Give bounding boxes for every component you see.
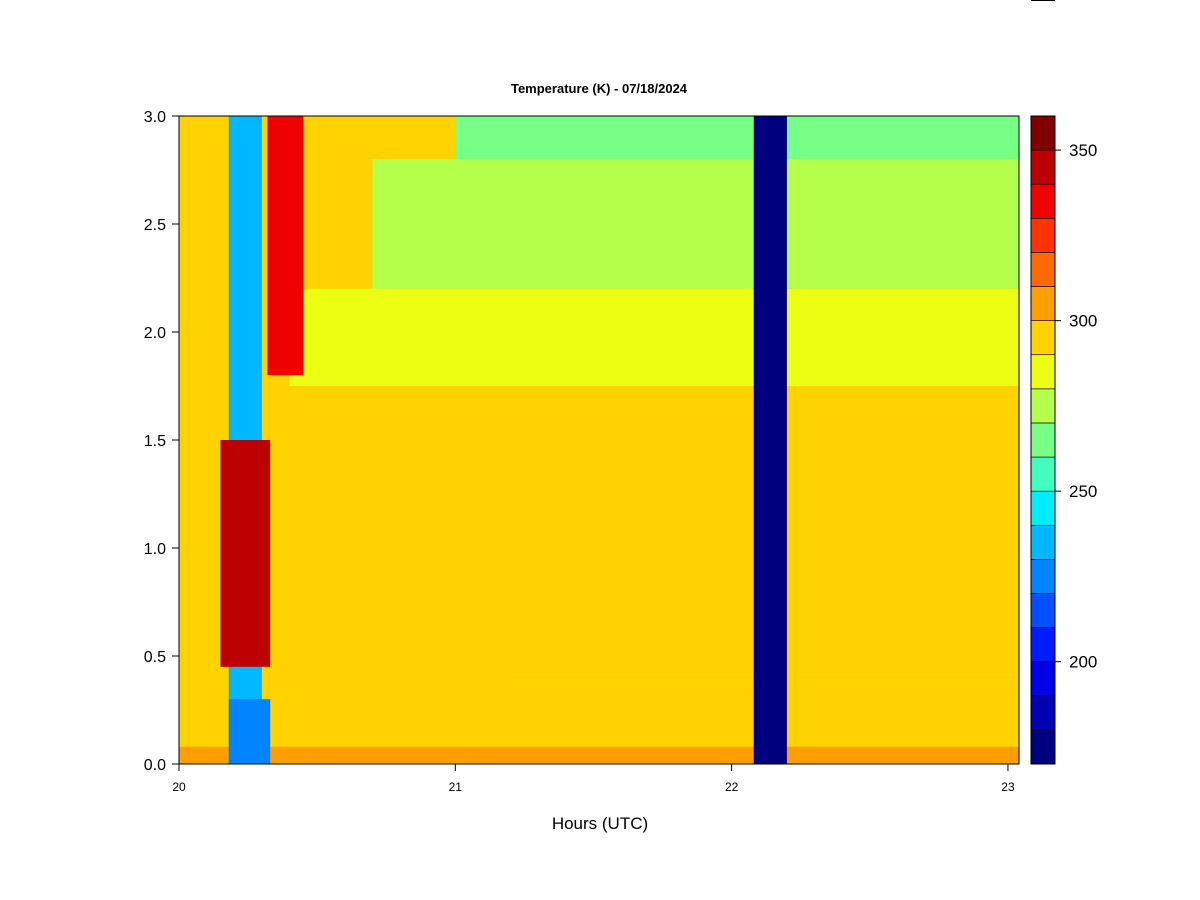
contour-region-1: [179, 746, 1019, 764]
y-tick-label: 0.5: [144, 649, 166, 666]
colorbar-swatch: [1030, 456, 1056, 492]
colorbar-swatch: [1030, 183, 1056, 219]
contour-region-6: [372, 159, 1019, 289]
x-tick-label: 22: [725, 780, 739, 794]
colorbar: [1030, 115, 1056, 765]
colorbar-axis: 200 250 300 350: [1055, 141, 1097, 672]
y-tick-label: 1.0: [144, 541, 166, 558]
contour-region-7: [455, 116, 1019, 160]
colorbar-tick-label: 300: [1069, 312, 1097, 331]
colorbar-swatch: [1030, 149, 1056, 185]
x-axis: 20 21 22 23: [172, 764, 1015, 794]
contour-region-11: [228, 699, 271, 764]
x-tick-label: 20: [172, 780, 186, 794]
x-axis-label: Hours (UTC): [552, 814, 648, 833]
x-tick-label: 21: [449, 780, 463, 794]
colorbar-swatch: [1030, 559, 1056, 594]
y-axis: 0.0 0.5 1.0 1.5 2.0 2.5 3.0: [144, 109, 179, 774]
y-tick-label: 2.5: [144, 217, 166, 234]
contour-region-5: [289, 288, 1019, 386]
colorbar-swatch: [1030, 218, 1056, 253]
y-tick-label: 3.0: [144, 109, 166, 126]
colorbar-tick-label: 250: [1069, 482, 1097, 501]
chart-title: Temperature (K) - 07/18/2024: [511, 81, 688, 96]
y-tick-label: 2.0: [144, 325, 166, 342]
colorbar-swatch: [1030, 286, 1056, 321]
contour-region-12: [753, 116, 787, 764]
colorbar-swatch: [1030, 627, 1056, 662]
colorbar-swatch: [1030, 524, 1056, 560]
colorbar-swatch: [1030, 115, 1056, 151]
corner-mark: [1031, 0, 1055, 1]
contour-region-10: [267, 116, 304, 376]
x-tick-label: 23: [1001, 780, 1015, 794]
colorbar-frame: [1030, 115, 1056, 765]
contour-region-4: [289, 386, 1019, 678]
y-tick-label: 1.5: [144, 433, 166, 450]
colorbar-swatch: [1030, 593, 1056, 628]
colorbar-tick-label: 350: [1069, 141, 1097, 160]
colorbar-swatch: [1030, 354, 1056, 390]
plot-area: [179, 116, 1019, 764]
colorbar-swatch: [1030, 661, 1056, 697]
colorbar-swatch: [1030, 320, 1056, 356]
colorbar-tick-label: 200: [1069, 653, 1097, 672]
colorbar-swatch: [1030, 422, 1056, 458]
contour-region-9: [220, 440, 271, 667]
colorbar-swatch: [1030, 729, 1056, 765]
colorbar-swatch: [1030, 388, 1056, 424]
colorbar-swatch: [1030, 695, 1056, 731]
contour-region-2: [179, 677, 1019, 747]
colorbar-swatch: [1030, 490, 1056, 526]
colorbar-swatch: [1030, 252, 1056, 287]
y-tick-label: 0.0: [144, 757, 166, 774]
